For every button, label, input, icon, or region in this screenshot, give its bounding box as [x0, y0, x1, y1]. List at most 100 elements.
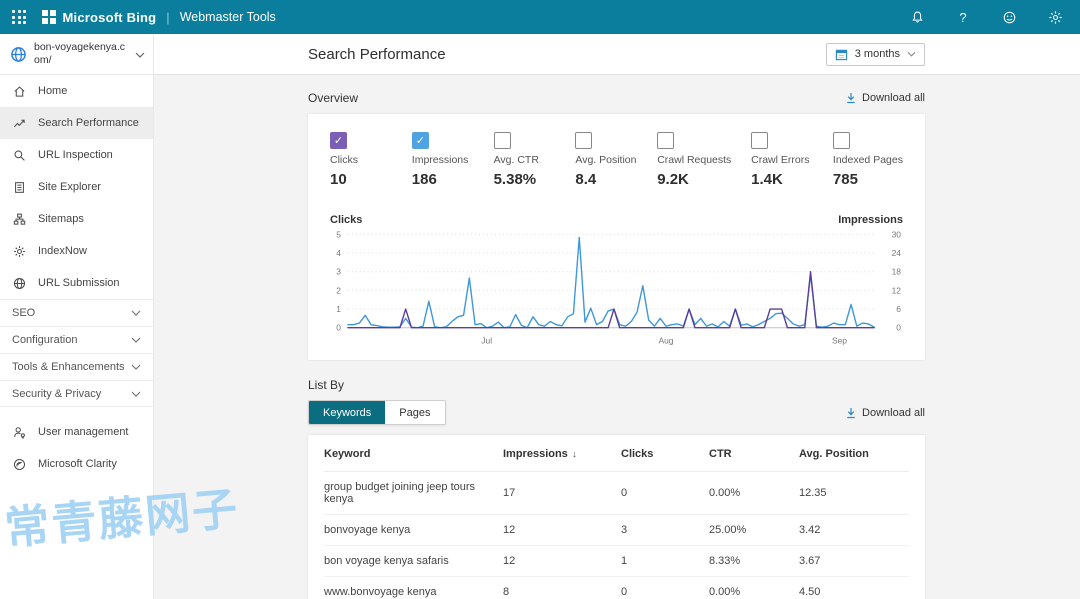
notifications-bell-icon[interactable] [908, 8, 926, 26]
metric-value: 785 [832, 171, 858, 188]
sidebar-item-user-management[interactable]: User management [0, 416, 153, 448]
sidebar-item-url-inspection[interactable]: URL Inspection [0, 139, 153, 171]
sidebar-item-site-explorer[interactable]: Site Explorer [0, 171, 153, 203]
sidebar-item-indexnow[interactable]: IndexNow [0, 235, 153, 267]
magnifier-icon [12, 148, 26, 162]
metric-value: 10 [330, 171, 347, 188]
metric-label: Indexed Pages [832, 154, 903, 166]
metric-label: Clicks [330, 154, 358, 166]
brand-name: Microsoft Bing [62, 9, 157, 25]
metric-checkbox-crawl-errors[interactable] [751, 132, 769, 149]
tab-keywords[interactable]: Keywords [309, 401, 386, 424]
keyword-cell: bon voyage kenya safaris [324, 545, 503, 577]
sidebar-item-label: Home [38, 85, 68, 97]
svg-text:3: 3 [336, 267, 341, 277]
sidebar-item-home[interactable]: Home [0, 75, 153, 107]
metric-label: Crawl Errors [751, 154, 810, 166]
download-all-overview[interactable]: Download all [846, 92, 925, 104]
sidebar-item-microsoft-clarity[interactable]: Microsoft Clarity [0, 448, 153, 480]
value-cell: 12 [503, 545, 621, 577]
product-name[interactable]: Webmaster Tools [179, 10, 276, 24]
globe-icon [12, 276, 26, 290]
sidebar-item-label: URL Inspection [38, 149, 113, 161]
table-body: group budget joining jeep tours kenya 17 0… [324, 471, 909, 599]
sidebar-section-seo[interactable]: SEO [0, 299, 153, 326]
column-header-avg-position[interactable]: Avg. Position [799, 435, 909, 472]
table-header-row: Keyword Impressions ↓ Clicks CTR Avg. Positio… [324, 435, 909, 472]
svg-text:12: 12 [892, 285, 902, 295]
page-header: Search Performance 3 months [154, 34, 1080, 75]
column-header-clicks[interactable]: Clicks [621, 435, 709, 472]
value-cell: 4.50 [799, 576, 909, 599]
sidebar-section-security-privacy[interactable]: Security & Privacy [0, 380, 153, 407]
sidebar-item-label: URL Submission [38, 277, 120, 289]
svg-text:Sep: Sep [832, 336, 847, 346]
chevron-down-icon [131, 388, 141, 400]
feedback-smiley-icon[interactable] [1000, 8, 1018, 26]
metric-checkbox-avg-position[interactable] [575, 132, 593, 149]
app-launcher-icon[interactable] [12, 10, 26, 24]
metric-value: 5.38% [493, 171, 537, 188]
sidebar-section-label: Security & Privacy [12, 387, 102, 400]
download-icon [847, 93, 855, 104]
home-icon [12, 84, 26, 98]
svg-text:30: 30 [892, 229, 902, 239]
value-cell: 8.33% [709, 545, 799, 577]
column-header-ctr[interactable]: CTR [709, 435, 799, 472]
metric-checkbox-avg-ctr[interactable] [493, 132, 511, 149]
sidebar-nav: Home Search Performance URL Inspection Site… [0, 75, 153, 299]
sidebar-section-label: Configuration [12, 334, 78, 346]
column-header-impressions[interactable]: Impressions ↓ [503, 435, 621, 472]
date-range-select[interactable]: 3 months [825, 42, 925, 66]
chart-left-axis-title: Clicks [330, 214, 363, 226]
sidebar-item-label: Microsoft Clarity [38, 458, 117, 470]
trend-icon [12, 116, 26, 130]
sidebar-section-configuration[interactable]: Configuration [0, 326, 153, 353]
keyword-cell: group budget joining jeep tours kenya [324, 471, 503, 515]
metric-label: Avg. CTR [493, 154, 539, 166]
metric-label: Crawl Requests [657, 154, 732, 166]
column-header-keyword[interactable]: Keyword [324, 435, 503, 472]
sidebar-item-search-performance[interactable]: Search Performance [0, 107, 153, 139]
svg-text:18: 18 [892, 267, 902, 277]
value-cell: 12.35 [799, 471, 909, 515]
table-row: group budget joining jeep tours kenya 17 0… [324, 471, 909, 515]
site-selector[interactable]: bon-voyagekenya.com/ [0, 34, 153, 75]
svg-text:Aug: Aug [658, 336, 673, 346]
metric-avg-position: Avg. Position 8.4 [575, 132, 637, 188]
metric-avg-ctr: Avg. CTR 5.38% [493, 132, 556, 188]
metric-checkbox-impressions[interactable]: ✓ [411, 132, 429, 149]
sidebar-item-sitemaps[interactable]: Sitemaps [0, 203, 153, 235]
sidebar-item-url-submission[interactable]: URL Submission [0, 267, 153, 299]
sidebar-section-label: Tools & Enhancements [12, 361, 125, 373]
chevron-down-icon [907, 51, 916, 57]
brand-divider: | [166, 9, 170, 25]
table-row: www.bonvoyage kenya 8 0 0.00% 4.50 [324, 576, 909, 599]
microsoft-logo-icon [42, 10, 56, 24]
gear-small-icon [12, 244, 26, 258]
svg-text:1: 1 [336, 304, 341, 314]
metric-value: 9.2K [657, 171, 689, 188]
metric-value: 8.4 [575, 171, 597, 188]
sidebar-footer: User management Microsoft Clarity [0, 416, 153, 480]
settings-gear-icon[interactable] [1046, 8, 1064, 26]
metric-checkbox-crawl-requests[interactable] [657, 132, 675, 149]
metric-checkbox-clicks[interactable]: ✓ [330, 132, 347, 149]
download-all-list[interactable]: Download all [846, 407, 925, 419]
top-bar: Microsoft Bing | Webmaster Tools ? [0, 0, 1080, 34]
metric-checkbox-indexed-pages[interactable] [832, 132, 850, 149]
keywords-table: Keyword Impressions ↓ Clicks CTR Avg. Positio… [324, 435, 909, 599]
value-cell: 17 [503, 471, 621, 515]
sidebar-section-tools-enhancements[interactable]: Tools & Enhancements [0, 353, 153, 380]
chevron-down-icon [135, 45, 145, 63]
main-area: Search Performance 3 months Overview Dow… [154, 34, 1080, 599]
value-cell: 3.67 [799, 545, 909, 577]
help-icon[interactable]: ? [959, 9, 967, 25]
tab-pages[interactable]: Pages [385, 401, 445, 424]
metric-label: Avg. Position [575, 154, 637, 166]
performance-chart: 0 0 1 6 2 12 3 18 4 24 5 30 Jul Aug Sep [330, 228, 903, 352]
metrics-row: ✓ Clicks 10 ✓ Impressions 186 Avg. CTR 5.38% Avg… [330, 132, 903, 188]
sidebar-sections: SEO Configuration Tools & Enhancements Secu… [0, 299, 153, 407]
clarity-icon [12, 457, 26, 471]
chart-right-axis-title: Impressions [838, 214, 903, 226]
